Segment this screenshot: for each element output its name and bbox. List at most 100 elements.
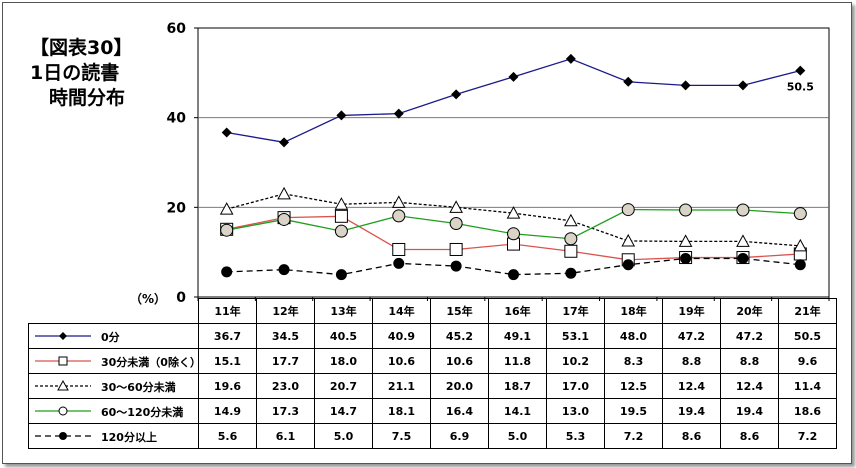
plot-area xyxy=(197,27,830,298)
data-label: 10.2 xyxy=(546,348,605,374)
data-point xyxy=(795,65,806,76)
data-point xyxy=(334,197,349,210)
data-label: 14.9 xyxy=(198,398,257,424)
data-label: 12.5 xyxy=(604,373,663,399)
table-row: 30～60分未満 19.6 23.0 20.7 21.1 20.0 18.7 17.0 12.5… xyxy=(28,373,837,399)
data-label: 10.6 xyxy=(372,348,431,374)
data-point xyxy=(451,89,462,100)
x-tick-label: 12年 xyxy=(256,298,315,324)
data-point xyxy=(450,260,462,272)
x-tick-label: 13年 xyxy=(314,298,373,324)
data-label: 18.7 xyxy=(488,373,547,399)
data-label: 40.9 xyxy=(372,323,431,349)
data-point xyxy=(736,203,750,217)
data-point xyxy=(564,244,578,258)
table-row: 60～120分未満 14.9 17.3 14.7 18.1 16.4 14.1 13.0 19.… xyxy=(28,398,837,424)
data-label: 20.0 xyxy=(430,373,489,399)
data-point xyxy=(449,242,463,256)
data-label: 11.8 xyxy=(488,348,547,374)
data-point xyxy=(334,209,348,223)
data-label: 7.2 xyxy=(604,423,663,449)
data-label: 11.4 xyxy=(778,373,837,399)
legend-label: 30分未満（0除く） xyxy=(101,356,201,369)
y-tick-label: 0 xyxy=(176,290,186,306)
table-header-row: 11年 12年 13年 14年 15年 16年 17年 18年 19年 20年 21年 xyxy=(28,298,837,324)
data-point xyxy=(565,267,577,279)
legend-marker-shape xyxy=(58,406,68,416)
data-label: 49.1 xyxy=(488,323,547,349)
data-label: 40.5 xyxy=(314,323,373,349)
data-label: 16.4 xyxy=(430,398,489,424)
data-label: 21.1 xyxy=(372,373,431,399)
data-label: 19.5 xyxy=(604,398,663,424)
data-point xyxy=(393,257,405,269)
legend-marker-shape xyxy=(59,332,67,340)
x-tick-label: 19年 xyxy=(662,298,721,324)
data-point xyxy=(737,252,749,264)
data-point xyxy=(449,216,463,230)
title-line: 時間分布 xyxy=(30,87,126,109)
data-point xyxy=(506,206,521,219)
data-point xyxy=(221,127,232,138)
data-point xyxy=(622,259,634,271)
data-point xyxy=(623,76,634,87)
legend-entry: 30分未満（0除く） xyxy=(28,348,201,374)
data-point xyxy=(277,186,291,200)
data-label: 10.6 xyxy=(430,348,489,374)
series-line xyxy=(226,58,801,144)
data-label: 8.3 xyxy=(604,348,663,374)
y-tick-label: 60 xyxy=(167,21,187,37)
x-tick-label: 20年 xyxy=(720,298,779,324)
data-label: 12.4 xyxy=(662,373,721,399)
data-label: 17.7 xyxy=(256,348,315,374)
legend-entry: 30～60分未満 xyxy=(28,373,199,399)
legend-entry: 60～120分未満 xyxy=(28,398,199,424)
legend-label: 30～60分未満 xyxy=(101,381,176,394)
legend-marker xyxy=(35,379,91,391)
data-point xyxy=(564,232,578,246)
legend-label: 60～120分未満 xyxy=(101,406,184,419)
data-label: 45.2 xyxy=(430,323,489,349)
legend-marker xyxy=(35,432,91,440)
data-label: 19.4 xyxy=(662,398,721,424)
data-point xyxy=(508,71,519,82)
data-point xyxy=(680,252,692,264)
chart-title: 【図表30】 1日の読書 時間分布 xyxy=(30,36,132,111)
data-point xyxy=(219,202,234,215)
data-point xyxy=(508,269,519,281)
data-label: 18.1 xyxy=(372,398,431,424)
data-annotation: 50.5 xyxy=(787,81,814,94)
x-tick-label: 15年 xyxy=(430,298,489,324)
x-tick-label: 18年 xyxy=(604,298,663,324)
data-point xyxy=(392,242,406,256)
legend-label: 120分以上 xyxy=(101,431,157,444)
data-point xyxy=(507,227,520,241)
y-tick-label: 40 xyxy=(167,111,187,127)
data-point xyxy=(335,269,347,281)
data-label: 5.6 xyxy=(198,423,257,449)
legend-entry: 120分以上 xyxy=(28,423,199,449)
data-label: 12.4 xyxy=(720,373,779,399)
data-point xyxy=(621,233,636,247)
data-label: 13.0 xyxy=(546,398,605,424)
data-label: 8.8 xyxy=(720,348,779,374)
data-label: 8.6 xyxy=(662,423,721,449)
table-row: 30分未満（0除く） 15.1 17.7 18.0 10.6 10.6 11.8 10.2 8.… xyxy=(28,348,837,374)
data-point xyxy=(220,223,234,237)
x-tick-label: 17年 xyxy=(546,298,605,324)
x-tick-label: 11年 xyxy=(198,298,257,324)
data-point xyxy=(737,80,748,91)
data-label: 14.7 xyxy=(314,398,373,424)
data-point xyxy=(793,207,807,221)
data-label: 34.5 xyxy=(256,323,315,349)
data-point xyxy=(393,108,404,119)
data-point xyxy=(680,80,691,91)
x-tick-label: 16年 xyxy=(488,298,547,324)
legend-marker-shape xyxy=(57,379,69,391)
data-table: 11年 12年 13年 14年 15年 16年 17年 18年 19年 20年 21年 0分 36.7 3… xyxy=(28,298,837,449)
data-point xyxy=(678,234,693,247)
data-label: 47.2 xyxy=(720,323,779,349)
data-point xyxy=(221,266,233,278)
data-label: 18.0 xyxy=(314,348,373,374)
